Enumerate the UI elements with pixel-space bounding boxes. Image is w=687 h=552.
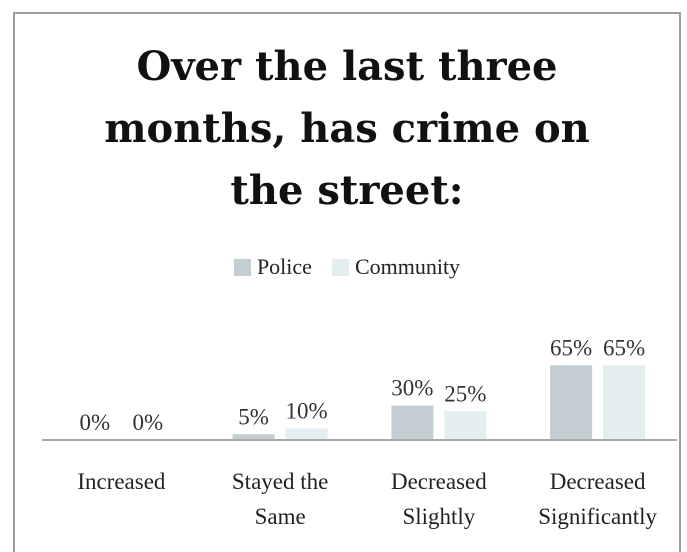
data-label-community-0: 0% xyxy=(133,410,164,435)
bar-community-2 xyxy=(444,411,487,440)
category-label-0-0: Increased xyxy=(77,469,166,494)
legend-swatch-police xyxy=(233,258,251,276)
chart-title: Over the last three months, has crime on… xyxy=(13,36,681,222)
data-label-police-2: 30% xyxy=(391,376,433,401)
legend-item-community: Community xyxy=(331,254,461,280)
category-label-3-1: Significantly xyxy=(538,504,657,529)
data-label-police-3: 65% xyxy=(550,335,592,360)
bar-community-3 xyxy=(603,365,646,440)
bar-police-2 xyxy=(391,405,434,440)
chart-legend: Police Community xyxy=(13,254,681,280)
category-label-2-0: Decreased xyxy=(391,469,487,494)
bar-police-3 xyxy=(550,365,593,440)
chart-title-line-1: Over the last three xyxy=(136,43,558,90)
data-label-community-2: 25% xyxy=(444,381,486,406)
data-label-community-3: 65% xyxy=(603,335,645,360)
chart-title-line-3: the street: xyxy=(230,167,464,214)
legend-swatch-community xyxy=(331,258,349,276)
data-label-police-1: 5% xyxy=(238,404,269,429)
data-label-community-1: 10% xyxy=(286,399,328,424)
legend-item-police: Police xyxy=(233,254,312,280)
bar-police-1 xyxy=(232,434,275,440)
category-label-3-0: Decreased xyxy=(550,469,646,494)
category-label-2-1: Slightly xyxy=(402,504,475,529)
category-label-1-1: Same xyxy=(255,504,306,529)
data-label-police-0: 0% xyxy=(80,410,111,435)
category-label-1-0: Stayed the xyxy=(232,469,328,494)
chart-title-line-2: months, has crime on xyxy=(104,105,590,152)
legend-label-community: Community xyxy=(354,254,461,279)
chart-frame xyxy=(13,12,681,552)
legend-label-police: Police xyxy=(256,254,312,279)
bar-community-1 xyxy=(285,428,328,440)
